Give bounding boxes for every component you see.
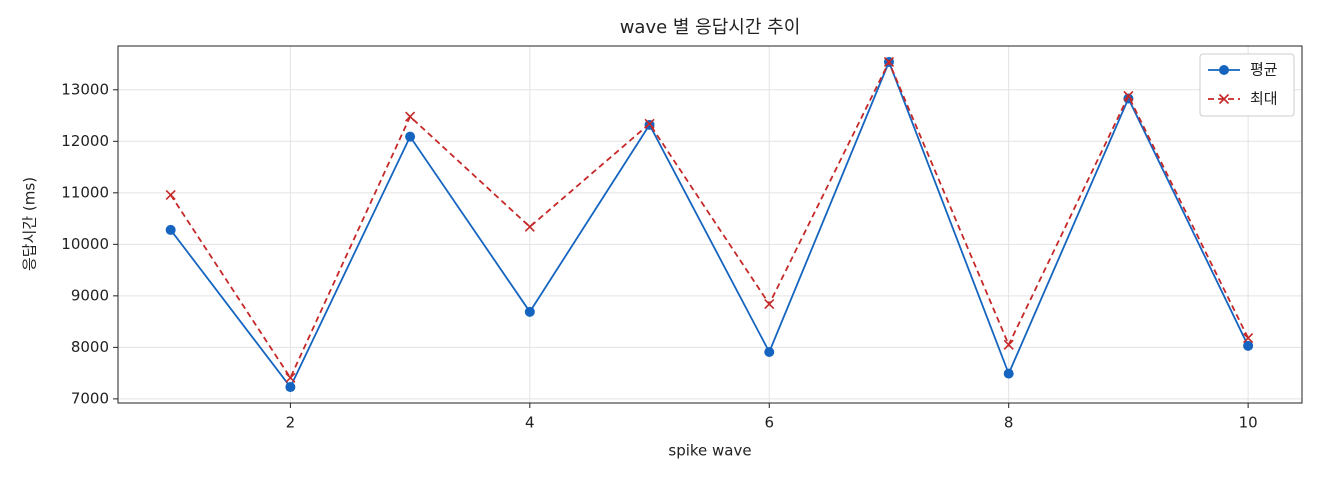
y-tick-label: 13000 (61, 80, 109, 98)
point-marker (285, 382, 296, 393)
series-line (169, 59, 1249, 380)
chart-title: wave 별 응답시간 추이 (620, 17, 801, 38)
point-marker (1003, 368, 1014, 379)
y-tick-label: 9000 (71, 286, 109, 304)
x-marker (165, 189, 176, 200)
x-tick-label: 6 (764, 414, 774, 432)
y-tick-label: 11000 (61, 183, 109, 201)
legend-marker (1219, 65, 1229, 75)
y-axis-label: 응답시간 (ms) (21, 177, 39, 271)
legend-label: 평균 (1250, 61, 1278, 79)
point-marker (764, 347, 775, 357)
x-marker (883, 56, 895, 68)
x-marker (764, 299, 775, 310)
legend-box (1199, 53, 1295, 117)
x-tick-label: 10 (1239, 414, 1258, 432)
plot-frame (117, 45, 1303, 404)
y-tick-label: 12000 (61, 132, 109, 150)
series-line (169, 59, 1249, 389)
legend-label: 최대 (1250, 90, 1278, 108)
point-marker (1243, 340, 1254, 351)
legend-marker (1218, 93, 1230, 105)
x-tick-label: 8 (1004, 414, 1014, 432)
x-marker (524, 221, 535, 232)
point-marker (165, 224, 176, 235)
y-tick-label: 10000 (61, 235, 109, 253)
x-marker (1003, 339, 1014, 350)
x-marker (1243, 333, 1254, 344)
x-tick-label: 4 (525, 414, 535, 432)
x-marker (644, 118, 655, 129)
y-tick-label: 7000 (71, 389, 109, 407)
x-marker (285, 372, 296, 383)
x-axis-label: spike wave (668, 442, 751, 460)
x-marker (405, 111, 416, 122)
x-marker (1123, 90, 1134, 102)
point-marker (405, 131, 416, 142)
y-tick-label: 8000 (71, 338, 109, 356)
x-tick-label: 2 (286, 414, 296, 432)
point-marker (524, 306, 535, 317)
